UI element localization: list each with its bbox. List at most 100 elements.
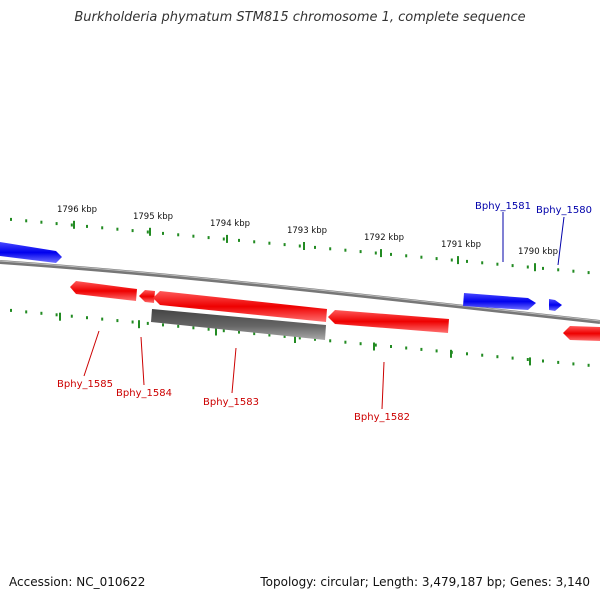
inner-minor-tick xyxy=(374,343,377,347)
inner-minor-tick xyxy=(55,313,58,317)
outer-minor-tick xyxy=(25,219,28,223)
gene-bphy-1583[interactable] xyxy=(153,291,327,322)
inner-minor-tick xyxy=(192,326,195,330)
outer-minor-tick xyxy=(131,229,134,233)
inner-minor-tick xyxy=(101,317,104,321)
outer-minor-tick xyxy=(101,226,104,230)
inner-minor-tick xyxy=(131,320,134,324)
inner-minor-tick xyxy=(146,321,149,325)
tick-label: 1791 kbp xyxy=(441,240,481,250)
inner-minor-tick xyxy=(116,319,119,323)
inner-minor-tick xyxy=(420,347,423,351)
outer-major-tick xyxy=(149,227,151,236)
outer-minor-tick xyxy=(162,231,164,235)
tick-label: 1796 kbp xyxy=(57,205,97,215)
outer-minor-tick xyxy=(526,265,529,269)
gene-labels: Bphy_1581 Bphy_1580 Bphy_1585 Bphy_1584 … xyxy=(57,201,592,423)
forward-strand-genes xyxy=(0,242,562,311)
accession-text: Accession: NC_010622 xyxy=(9,575,146,589)
inner-minor-tick xyxy=(496,355,499,359)
inner-minor-tick xyxy=(298,336,301,340)
tick-label: 1794 kbp xyxy=(210,219,250,229)
outer-minor-tick xyxy=(40,220,43,224)
tick-label: 1793 kbp xyxy=(287,226,327,236)
outer-major-tick xyxy=(380,249,382,258)
label-bphy-1580[interactable]: Bphy_1580 xyxy=(536,205,592,216)
inner-minor-tick xyxy=(238,330,240,334)
outer-major-tick xyxy=(457,256,459,265)
sequence-summary: Topology: circular; Length: 3,479,187 bp… xyxy=(260,575,590,589)
chromosome-backbone xyxy=(0,260,600,324)
outer-tick-ring: 1796 kbp 1795 kbp 1794 kbp 1793 kbp 1792 kbp… xyxy=(10,205,590,275)
inner-minor-tick xyxy=(329,339,332,343)
inner-minor-tick xyxy=(268,333,271,337)
inner-minor-tick xyxy=(207,327,210,331)
inner-minor-tick xyxy=(25,310,28,314)
tick-label: 1792 kbp xyxy=(364,233,404,243)
outer-minor-tick xyxy=(466,259,468,263)
outer-minor-tick xyxy=(344,248,347,252)
inner-minor-tick xyxy=(314,337,316,341)
outer-minor-tick xyxy=(450,258,453,262)
outer-minor-tick xyxy=(298,244,301,248)
inner-minor-tick xyxy=(466,352,468,356)
outer-major-tick xyxy=(73,220,75,229)
leader-bphy-1585 xyxy=(83,330,100,377)
outer-minor-tick xyxy=(542,266,544,270)
gene-forward-left-edge[interactable] xyxy=(0,242,62,263)
inner-minor-tick xyxy=(10,308,12,312)
inner-minor-tick xyxy=(511,356,514,360)
inner-minor-tick xyxy=(162,323,164,327)
outer-minor-tick xyxy=(314,245,316,249)
gene-bphy-1580[interactable] xyxy=(549,299,562,311)
outer-minor-tick xyxy=(10,217,12,221)
outer-minor-tick xyxy=(55,222,58,226)
reverse-strand-genes xyxy=(70,281,600,341)
outer-minor-tick xyxy=(177,233,180,237)
label-bphy-1584[interactable]: Bphy_1584 xyxy=(116,388,172,399)
inner-major-tick xyxy=(215,327,217,336)
outer-minor-tick xyxy=(253,240,256,244)
inner-tick-ring xyxy=(10,308,590,367)
inner-major-tick xyxy=(59,312,61,321)
inner-minor-tick xyxy=(481,353,484,357)
outer-minor-tick xyxy=(496,262,499,266)
outer-minor-tick xyxy=(283,243,286,247)
gene-bphy-1582[interactable] xyxy=(328,310,449,333)
outer-minor-tick xyxy=(329,247,332,251)
inner-major-tick xyxy=(450,349,452,358)
label-bphy-1581[interactable]: Bphy_1581 xyxy=(475,201,531,212)
inner-minor-tick xyxy=(587,363,590,367)
outer-major-tick xyxy=(534,263,536,272)
outer-minor-tick xyxy=(511,264,514,268)
label-leader-lines xyxy=(83,212,565,410)
inner-major-tick xyxy=(294,335,296,343)
outer-major-tick xyxy=(226,234,228,243)
outer-minor-tick xyxy=(146,230,149,234)
inner-major-tick xyxy=(138,320,140,329)
outer-minor-tick xyxy=(86,224,88,228)
gene-bphy-1581[interactable] xyxy=(463,293,536,310)
inner-minor-tick xyxy=(283,334,286,338)
outer-minor-tick xyxy=(192,234,195,238)
inner-minor-tick xyxy=(557,360,560,364)
inner-minor-tick xyxy=(344,340,347,344)
outer-minor-tick xyxy=(238,238,240,242)
gene-bphy-1584[interactable] xyxy=(139,290,155,303)
inner-minor-tick xyxy=(177,324,180,328)
tick-label: 1795 kbp xyxy=(133,212,173,222)
label-bphy-1583[interactable]: Bphy_1583 xyxy=(203,397,259,408)
inner-minor-tick xyxy=(359,342,362,346)
outer-minor-tick xyxy=(116,227,119,231)
outer-minor-tick xyxy=(268,241,271,245)
inner-minor-tick xyxy=(40,311,43,315)
gene-reverse-right-edge[interactable] xyxy=(563,326,600,341)
gene-bphy-1585[interactable] xyxy=(70,281,137,301)
outer-minor-tick xyxy=(587,271,590,275)
label-bphy-1582[interactable]: Bphy_1582 xyxy=(354,412,410,423)
gene-pseudo-gray xyxy=(151,309,326,340)
outer-minor-tick xyxy=(390,252,392,256)
label-bphy-1585[interactable]: Bphy_1585 xyxy=(57,379,113,390)
inner-major-tick xyxy=(529,357,531,366)
